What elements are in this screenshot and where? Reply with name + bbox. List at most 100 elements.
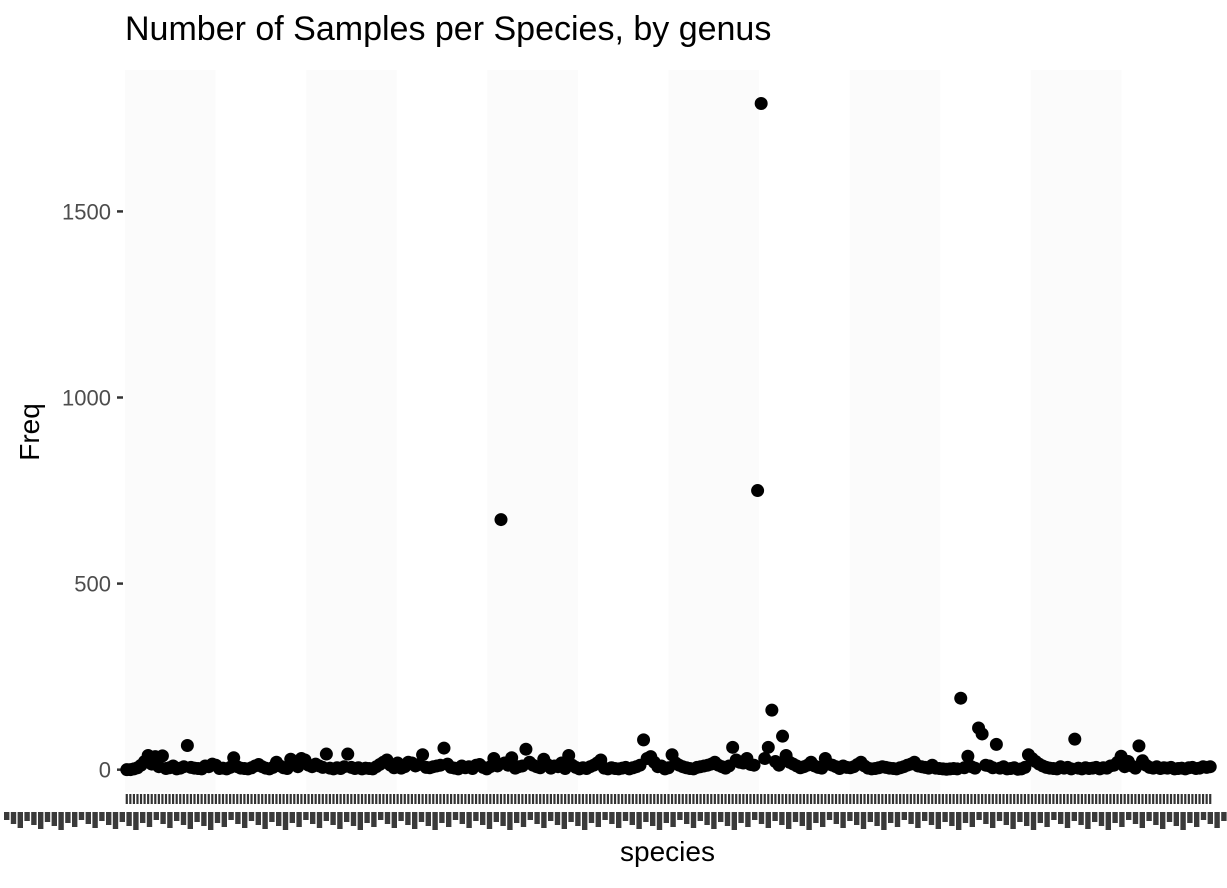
data-point	[776, 729, 790, 743]
data-point	[726, 740, 740, 754]
x-tick-label-blur	[908, 812, 914, 824]
data-point	[1018, 760, 1032, 774]
data-point	[416, 748, 430, 762]
y-tick-label: 1000	[62, 386, 111, 411]
data-point	[975, 727, 989, 741]
x-tick-label-blur	[1064, 812, 1071, 828]
x-tick-label-blur	[10, 812, 17, 824]
x-tick-label-blur	[357, 812, 363, 830]
x-tick-label-blur	[418, 812, 425, 822]
x-tick-label-blur	[1173, 812, 1179, 826]
data-point	[761, 740, 775, 754]
x-tick-label-blur	[194, 812, 200, 822]
x-tick-label-blur	[255, 812, 261, 825]
data-point	[751, 484, 765, 498]
data-point	[505, 751, 519, 765]
x-tick-label-blur	[1085, 812, 1091, 829]
x-tick-label-blur	[72, 812, 78, 827]
x-tick-label-blur	[493, 812, 499, 822]
x-tick-label-blur	[398, 812, 404, 821]
x-tick-label-blur	[1078, 812, 1084, 825]
x-tick-label-blur	[214, 812, 221, 823]
x-tick-label-blur	[507, 812, 513, 830]
x-tick-label-blur	[1092, 812, 1098, 822]
x-tick-label-blur	[996, 812, 1003, 821]
x-tick-label-blur	[990, 812, 996, 828]
y-tick-label: 1500	[62, 199, 111, 224]
x-tick-label-blur	[378, 812, 384, 820]
x-tick-label-blur	[140, 812, 146, 823]
x-tick-label-blur	[1017, 812, 1023, 822]
x-tick-label-blur	[459, 812, 465, 824]
x-tick-label-blur	[582, 812, 588, 830]
x-tick-label-blur	[1207, 812, 1213, 824]
data-point	[180, 738, 194, 752]
x-tick-label-blur	[969, 812, 975, 827]
x-tick-label-blur	[262, 812, 268, 829]
x-tick-label-blur	[371, 812, 377, 827]
x-tick-label-blur	[78, 812, 85, 820]
x-tick-label-blur	[51, 812, 57, 826]
x-tick-label-blur	[833, 812, 839, 824]
x-tick-label-blur	[337, 812, 343, 829]
x-tick-label-blur	[133, 812, 139, 830]
x-tick-label-blur	[731, 812, 737, 830]
x-tick-label-blur	[1030, 812, 1037, 830]
x-tick-label-blur	[276, 812, 282, 826]
x-tick-label-blur	[595, 812, 601, 827]
x-tick-label-blur	[568, 812, 574, 822]
x-tick-label-blur	[1071, 812, 1077, 821]
x-tick-label-blur	[602, 812, 608, 820]
x-tick-label-blur	[31, 812, 37, 825]
x-tick-label-blur	[711, 812, 717, 829]
x-tick-label-blur	[752, 812, 758, 820]
data-point	[1132, 739, 1146, 753]
x-tick-label-blur	[180, 812, 187, 825]
x-tick-label-blur	[126, 812, 132, 826]
x-tick-label-blur	[881, 812, 887, 830]
x-tick-label-blur	[1112, 812, 1118, 823]
x-tick-label-blur	[58, 812, 64, 830]
x-tick-label-blur	[228, 812, 234, 820]
x-tick-label-blur	[813, 812, 819, 823]
data-point	[437, 741, 451, 755]
x-tick-label-blur	[44, 812, 51, 822]
x-tick-label-blur	[1139, 812, 1145, 828]
x-tick-label-blur	[575, 812, 581, 826]
x-tick-label-blur	[962, 812, 969, 823]
x-tick-label-blur	[867, 812, 873, 822]
x-tick-label-blur	[432, 812, 438, 830]
chart-title: Number of Samples per Species, by genus	[125, 10, 772, 48]
x-tick-label-blur	[1037, 812, 1043, 823]
data-point	[494, 513, 508, 527]
x-tick-label-blur	[860, 812, 867, 829]
x-tick-label-blur	[663, 812, 669, 823]
panel-stripe	[487, 70, 578, 792]
x-tick-label-blur	[718, 812, 724, 822]
data-point	[319, 747, 333, 761]
x-tick-label-blur	[534, 812, 540, 824]
x-tick-label-blur	[772, 812, 778, 821]
panel-stripe	[668, 70, 760, 792]
x-tick-label-blur	[500, 812, 506, 826]
x-tick-label-blur	[1146, 812, 1152, 821]
x-tick-label-blur	[901, 812, 907, 820]
x-tick-label-blur	[779, 812, 785, 825]
x-axis-title: species	[620, 836, 715, 867]
x-tick-label-blur	[1003, 812, 1009, 825]
x-tick-label-blur	[174, 812, 180, 821]
x-tick-label-blur	[303, 812, 309, 820]
x-tick-label-blur	[738, 812, 744, 823]
x-tick-label-blur	[554, 812, 561, 825]
x-tick-label-blur	[466, 812, 472, 828]
x-tick-label-blur	[656, 812, 663, 830]
x-tick-label-blur	[1180, 812, 1186, 830]
x-tick-label-blur	[1187, 812, 1193, 823]
panel-stripe	[306, 70, 397, 792]
x-tick-label-blur	[119, 812, 125, 822]
x-tick-label-blur	[888, 812, 894, 823]
x-tick-label-blur	[425, 812, 431, 826]
x-tick-label-blur	[677, 812, 683, 820]
x-tick-label-blur	[758, 812, 765, 824]
x-tick-label-blur	[643, 812, 649, 822]
